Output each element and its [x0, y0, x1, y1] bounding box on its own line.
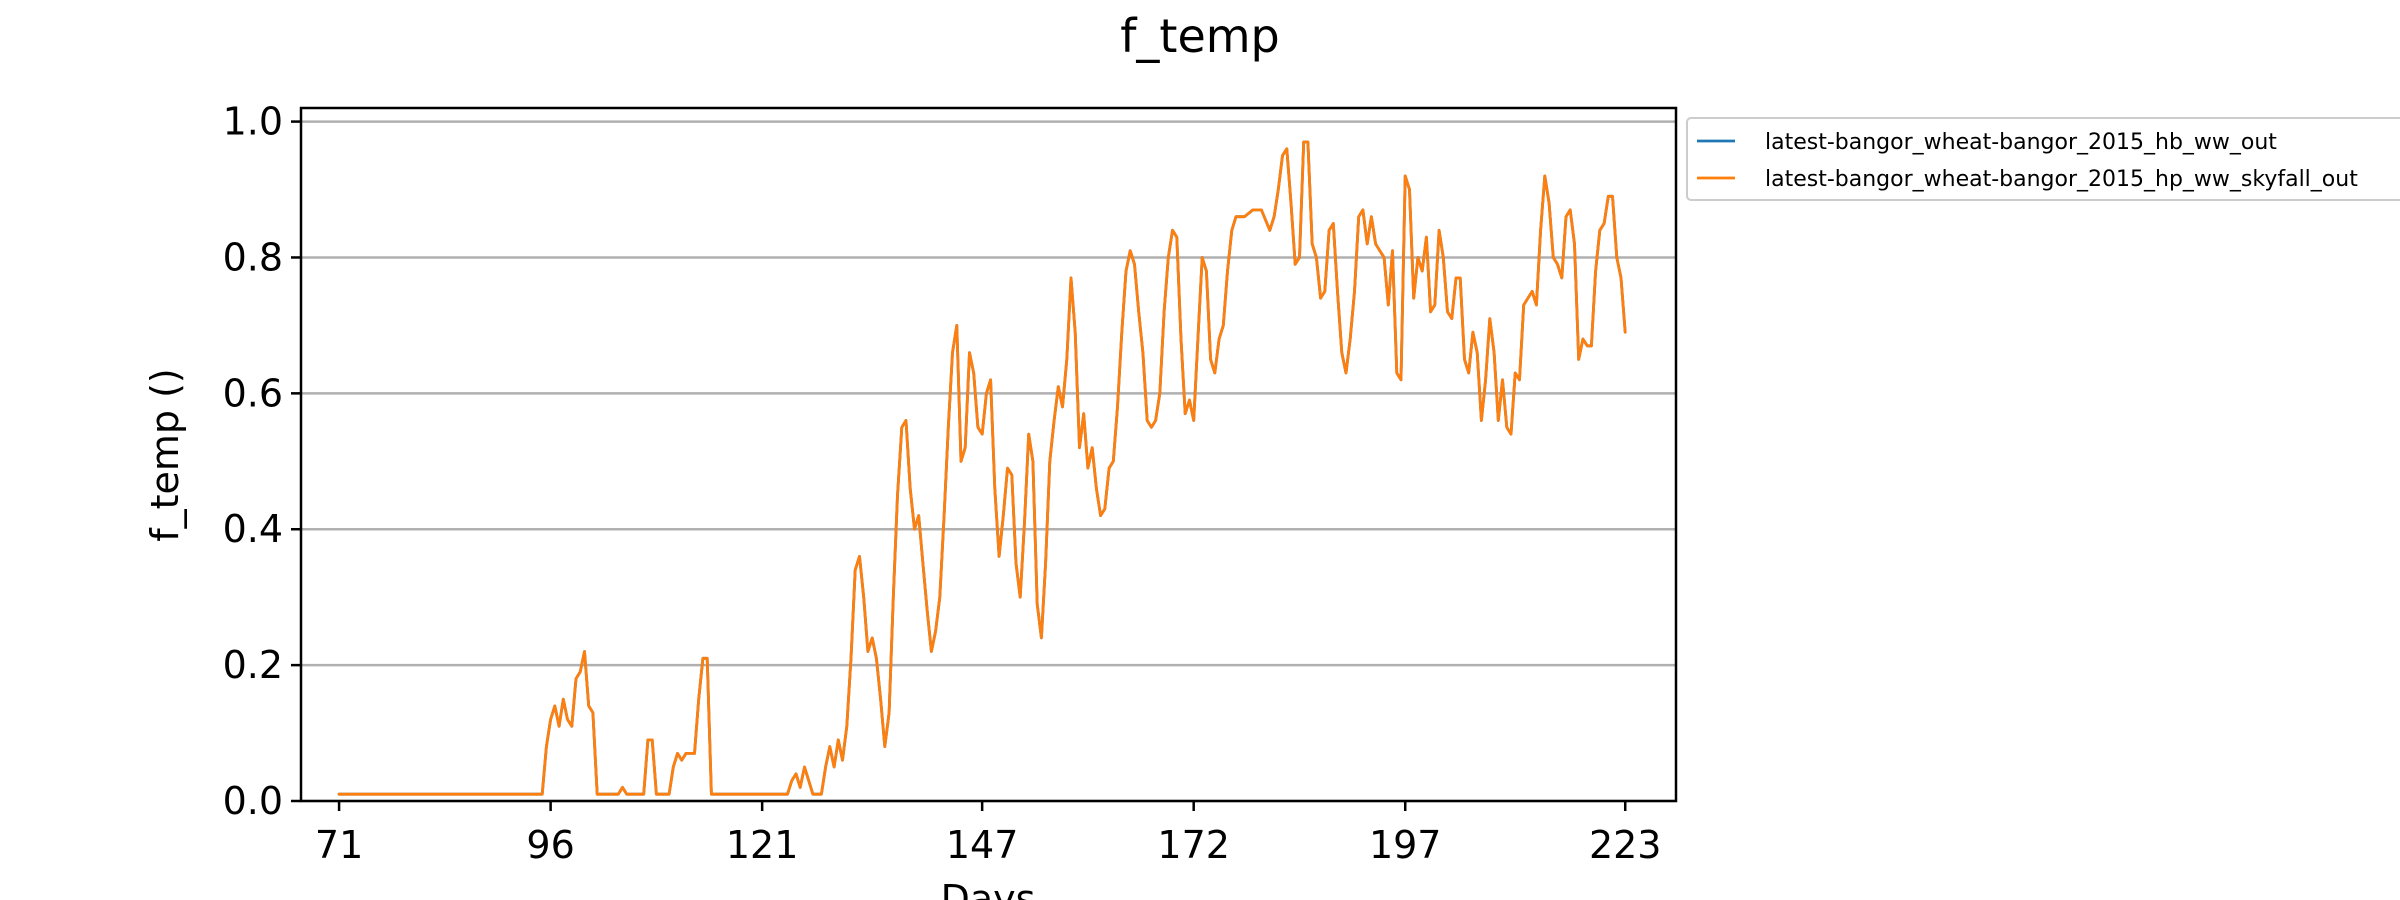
y-tick-label: 1.0 [223, 100, 283, 144]
x-axis-label: Days [941, 877, 1036, 900]
x-axis: 71 96 121 147 172 197 223 [315, 801, 1662, 867]
y-tick-label: 0.2 [223, 643, 283, 687]
legend: latest-bangor_wheat-bangor_2015_hb_ww_ou… [1686, 117, 2400, 201]
x-tick-label: 71 [315, 823, 363, 867]
y-tick-label: 0.0 [223, 779, 283, 823]
x-tick-label: 96 [526, 823, 574, 867]
plot-frame [299, 106, 1678, 803]
legend-label-2: latest-bangor_wheat-bangor_2015_hp_ww_sk… [1765, 167, 2358, 192]
legend-box [1686, 117, 2400, 201]
x-tick-label: 223 [1589, 823, 1662, 867]
y-tick-label: 0.4 [223, 507, 283, 551]
y-axis-label: f_temp () [143, 368, 187, 542]
chart-title: f_temp [1120, 9, 1280, 63]
series-layer [337, 140, 1627, 796]
series-line-2 [337, 140, 1627, 796]
y-tick-label: 0.8 [223, 235, 283, 279]
y-axis: 0.0 0.2 0.4 0.6 0.8 1.0 [223, 100, 301, 823]
y-tick-label: 0.6 [223, 371, 283, 415]
legend-label-1: latest-bangor_wheat-bangor_2015_hb_ww_ou… [1765, 130, 2277, 155]
x-tick-label: 121 [726, 823, 799, 867]
x-tick-label: 197 [1369, 823, 1442, 867]
x-tick-label: 147 [946, 823, 1019, 867]
x-tick-label: 172 [1157, 823, 1230, 867]
